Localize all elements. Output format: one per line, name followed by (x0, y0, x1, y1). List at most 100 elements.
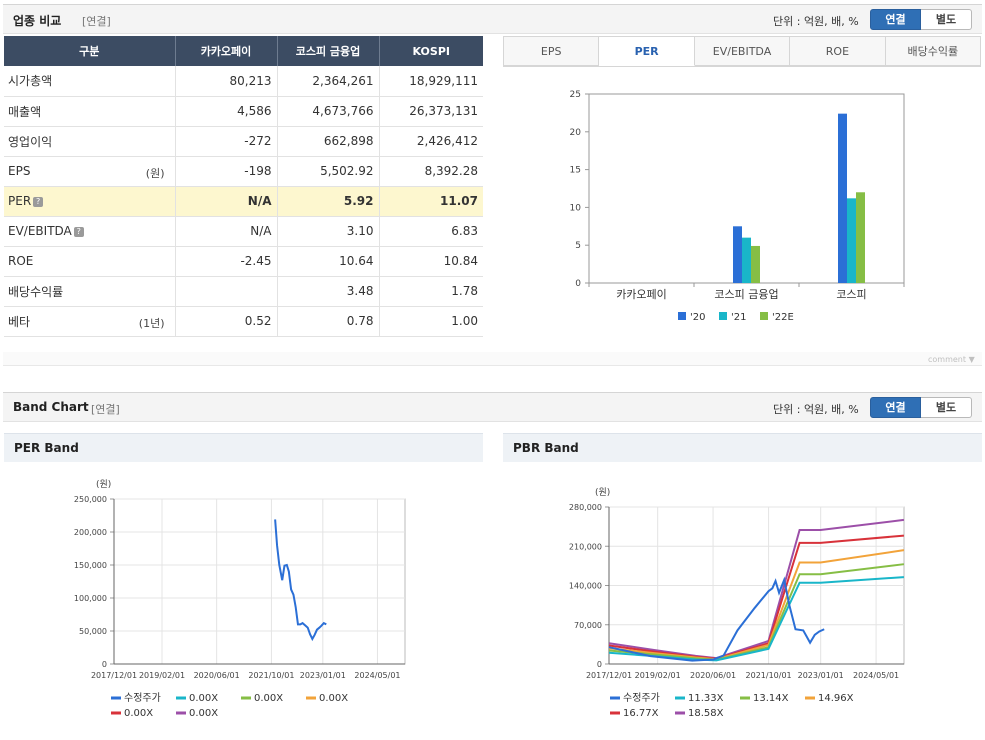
legend-label: 14.96X (818, 693, 854, 704)
y-axis-label: (원) (595, 487, 610, 498)
value-cell: N/A (175, 186, 278, 217)
band-line (608, 563, 905, 661)
price-line (608, 576, 825, 662)
y-tick-label: 50,000 (79, 627, 107, 636)
row-label: PER (8, 194, 32, 208)
legend-swatch (760, 312, 768, 320)
table-row: EPS (원) -198 5,502.92 8,392.28 (4, 156, 483, 187)
x-tick-label: 2023/01/01 (798, 671, 844, 680)
value-cell: 3.10 (277, 216, 380, 247)
tab-3[interactable]: ROE (790, 36, 886, 66)
x-tick-label: 2017/12/01 (91, 671, 137, 680)
bar (742, 237, 751, 283)
x-tick-label: 2024/05/01 (853, 671, 899, 680)
chevron-down-icon: ▼ (968, 355, 975, 364)
value-cell: 10.84 (379, 246, 483, 277)
value-cell: -198 (175, 156, 278, 187)
table-row: EV/EBITDA? N/A 3.10 6.83 (4, 216, 483, 247)
x-tick-label: 2019/02/01 (635, 671, 681, 680)
value-cell (175, 276, 278, 307)
row-label: 매출액 (8, 104, 42, 119)
section-title: Band Chart (13, 400, 89, 414)
legend-label: 수정주가 (623, 692, 660, 704)
row-label: EV/EBITDA (8, 224, 72, 238)
x-tick-label: 2021/10/01 (248, 671, 294, 680)
value-cell: 80,213 (175, 66, 278, 97)
value-cell: -272 (175, 126, 278, 157)
y-tick-label: 70,000 (574, 621, 602, 630)
section-subtitle: [연결] (82, 15, 111, 28)
row-label: 시가총액 (8, 74, 53, 89)
tab-1[interactable]: PER (599, 36, 695, 66)
bar (733, 226, 742, 283)
table-row: ROE -2.45 10.64 10.84 (4, 246, 483, 277)
x-tick-label: 2021/10/01 (746, 671, 792, 680)
y-tick-label: 100,000 (74, 594, 107, 603)
table-row: 영업이익 -272 662,898 2,426,412 (4, 126, 483, 157)
table-row: 베타 (1년) 0.52 0.78 1.00 (4, 306, 483, 337)
x-tick-label: 2024/05/01 (354, 671, 400, 680)
band-chart-header: Band Chart [연결] 단위 : 억원, 배, % 연결 별도 (3, 392, 982, 422)
legend-label: 0.00X (319, 693, 348, 704)
comparison-table: 구분 카카오페이 코스피 금융업 KOSPI 시가총액 80,213 2,364,261 1… (4, 36, 483, 337)
separate-button[interactable]: 별도 (921, 9, 972, 30)
consolidated-button[interactable]: 연결 (870, 9, 921, 30)
value-cell: 4,586 (175, 96, 278, 127)
help-icon[interactable]: ? (73, 227, 84, 237)
row-label: 영업이익 (8, 134, 53, 149)
bar (838, 113, 847, 283)
y-axis-label: (원) (96, 479, 111, 490)
value-cell: N/A (175, 216, 278, 247)
row-label-cell: ROE (4, 246, 176, 277)
table-row: PER? N/A 5.92 11.07 (4, 186, 483, 217)
legend-label: '22E (772, 312, 794, 323)
row-label-cell: PER? (4, 186, 176, 217)
y-tick-label: 15 (570, 166, 581, 176)
legend-label: 11.33X (688, 693, 724, 704)
band-line (608, 534, 904, 660)
y-tick-label: 0 (575, 279, 581, 289)
legend-label: 13.14X (753, 693, 789, 704)
legend-label: 수정주가 (124, 692, 161, 704)
pbr-band-title: PBR Band (513, 441, 579, 455)
x-tick-label: 2023/01/01 (300, 671, 346, 680)
value-cell: 10.64 (277, 246, 380, 277)
value-cell: 0.78 (277, 306, 380, 337)
consolidated-button[interactable]: 연결 (870, 397, 921, 418)
band-line (608, 549, 905, 661)
legend-label: '20 (690, 312, 705, 323)
comment-label: comment (928, 355, 967, 364)
tab-4[interactable]: 배당수익률 (885, 36, 982, 66)
table-row: 매출액 4,586 4,673,766 26,373,131 (4, 96, 483, 127)
legend-label: 0.00X (189, 693, 218, 704)
table-row: 배당수익률 3.48 1.78 (4, 276, 483, 307)
comment-toggle[interactable]: comment ▼ (928, 355, 975, 364)
value-cell: 2,364,261 (277, 66, 380, 97)
consolidation-toggle: 연결 별도 (870, 397, 972, 418)
value-cell: 8,392.28 (379, 156, 483, 187)
per-band-panel-header: PER Band (4, 433, 483, 462)
value-cell: 662,898 (277, 126, 380, 157)
y-tick-label: 0 (597, 660, 602, 669)
tab-0[interactable]: EPS (503, 36, 600, 66)
tab-2[interactable]: EV/EBITDA (694, 36, 791, 66)
unit-label: 단위 : 억원, 배, % (773, 403, 859, 416)
x-tick-label: 코스피 금융업 (714, 288, 778, 301)
y-tick-label: 5 (575, 241, 581, 251)
pbr-band-chart: 2017/12/01 2019/02/01 2020/06/01 2021/10/01… (569, 487, 905, 719)
table-row: 시가총액 80,213 2,364,261 18,929,111 (4, 66, 483, 97)
value-cell: 5.92 (277, 186, 380, 217)
row-label-cell: 영업이익 (4, 126, 176, 157)
y-tick-label: 0 (102, 660, 107, 669)
column-header: 구분 (4, 36, 176, 66)
bar (847, 198, 856, 283)
help-icon[interactable]: ? (33, 197, 44, 207)
section-title: 업종 비교 (13, 14, 62, 28)
x-tick-label: 2019/02/01 (139, 671, 185, 680)
x-tick-label: 2020/06/01 (194, 671, 240, 680)
separate-button[interactable]: 별도 (921, 397, 972, 418)
row-unit: (원) (145, 166, 165, 180)
value-cell: 2,426,412 (379, 126, 483, 157)
y-tick-label: 210,000 (569, 542, 602, 551)
y-tick-label: 250,000 (74, 495, 107, 504)
